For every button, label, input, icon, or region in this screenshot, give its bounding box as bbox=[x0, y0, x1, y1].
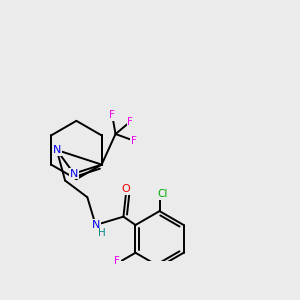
Text: N: N bbox=[52, 145, 61, 155]
Text: F: F bbox=[114, 256, 120, 266]
Text: O: O bbox=[122, 184, 130, 194]
Text: Cl: Cl bbox=[157, 189, 167, 200]
Text: N: N bbox=[70, 169, 78, 178]
Text: F: F bbox=[128, 116, 134, 127]
Text: F: F bbox=[131, 136, 137, 146]
Text: N: N bbox=[92, 220, 100, 230]
Text: H: H bbox=[98, 228, 106, 238]
Text: F: F bbox=[109, 110, 115, 120]
